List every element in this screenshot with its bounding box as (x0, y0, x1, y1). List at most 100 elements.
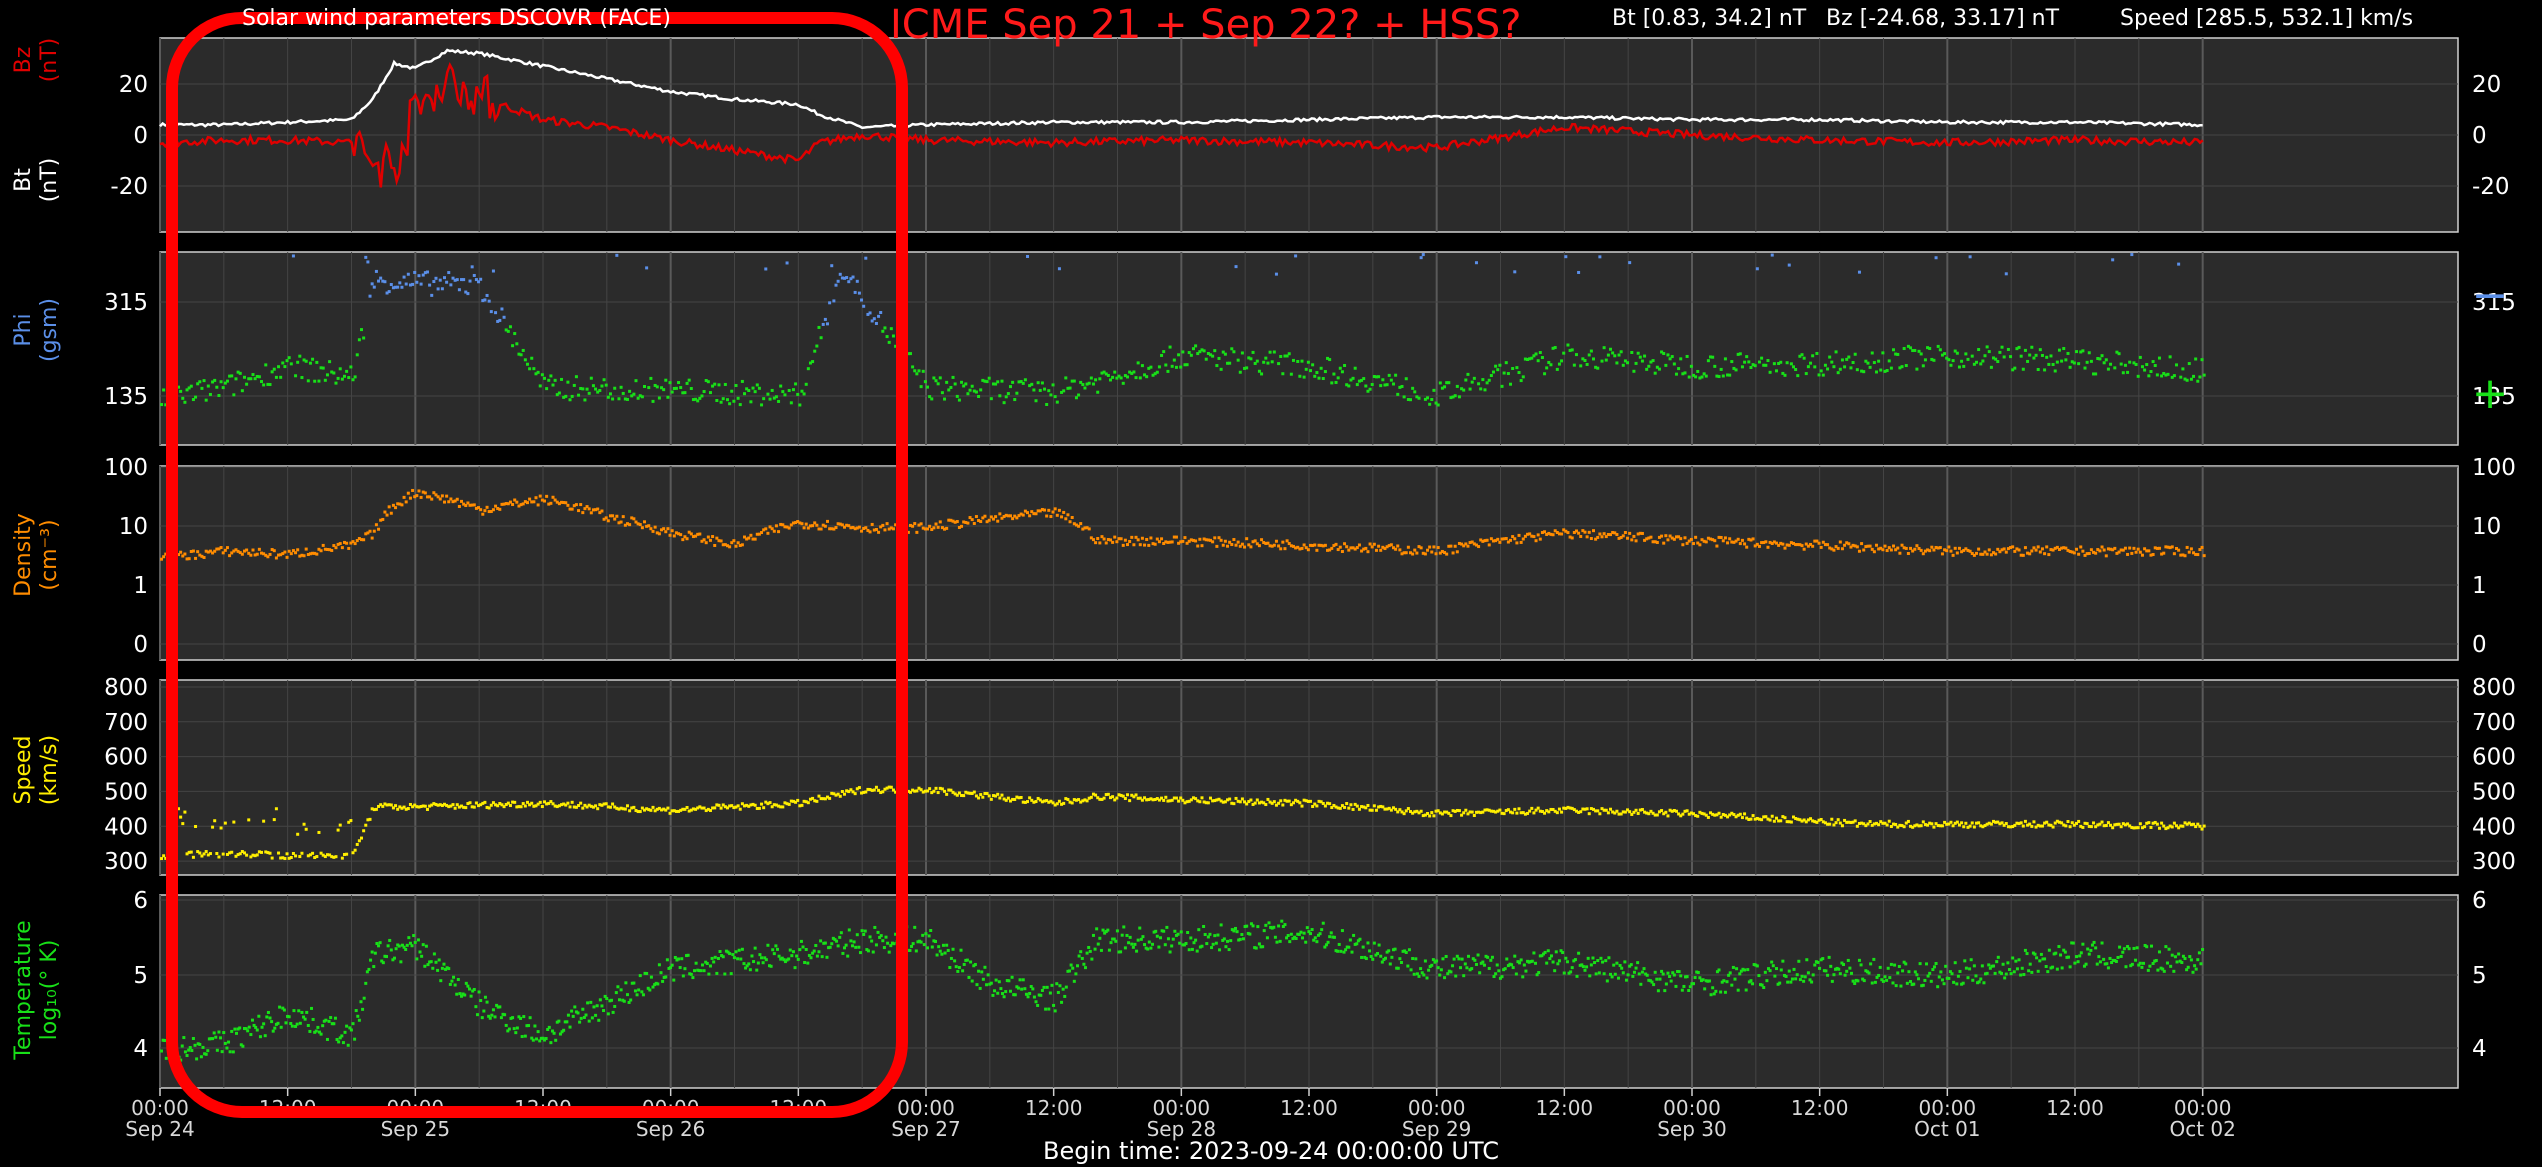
density-point (2136, 547, 2140, 551)
temperature-point (2172, 969, 2176, 973)
temperature-point (1921, 983, 1925, 987)
density-point (238, 551, 242, 555)
phi-point (2060, 359, 2064, 363)
phi-point (436, 287, 440, 291)
phi-point (2162, 371, 2166, 375)
density-point (989, 515, 993, 519)
density-point (1326, 548, 1330, 552)
phi-point (596, 390, 600, 394)
density-point (549, 501, 553, 505)
density-point (396, 502, 400, 506)
x-tick-time: 00:00 (2174, 1096, 2232, 1120)
speed-point (951, 790, 955, 794)
temperature-point (728, 952, 732, 956)
speed-point (1751, 814, 1755, 818)
phi-point (1619, 350, 1623, 354)
speed-point (851, 790, 855, 794)
phi-point (2023, 348, 2027, 352)
temperature-point (1725, 980, 1729, 984)
density-point (1683, 536, 1687, 540)
phi-point (1900, 365, 1904, 369)
density-point (1466, 544, 1470, 548)
temperature-point (1052, 1003, 1056, 1007)
density-point (242, 549, 246, 553)
temperature-point (1656, 989, 1660, 993)
density-point (1096, 537, 1100, 541)
speed-point (579, 801, 583, 805)
phi-point (1568, 348, 1572, 352)
density-point (1432, 545, 1436, 549)
temperature-point (1443, 976, 1447, 980)
phi-point (549, 374, 553, 378)
temperature-point (918, 939, 922, 943)
density-point (1145, 537, 1149, 541)
density-point (1957, 546, 1961, 550)
temperature-point (756, 961, 760, 965)
phi-point (1174, 365, 1178, 369)
density-point (625, 522, 629, 526)
density-point (187, 557, 191, 561)
speed-point (1896, 825, 1900, 829)
phi-legend-minus: − (2472, 270, 2509, 321)
temperature-point (450, 979, 454, 983)
temperature-point (1931, 968, 1935, 972)
speed-point (2013, 823, 2017, 827)
speed-point (1496, 809, 1500, 813)
phi-point (589, 376, 593, 380)
phi-point (1855, 368, 1859, 372)
phi-point (445, 280, 449, 284)
temperature-point (1077, 954, 1081, 958)
icme-highlight-box (166, 12, 908, 1118)
density-point (804, 522, 808, 526)
speed-point (1968, 824, 1972, 828)
phi-point (183, 400, 187, 404)
speed-point (2030, 824, 2034, 828)
speed-tick-left: 500 (104, 779, 148, 805)
phi-point (391, 286, 395, 290)
phi-point (1719, 367, 1723, 371)
speed-point (668, 811, 672, 815)
temperature-point (1451, 964, 1455, 968)
phi-point (683, 391, 687, 395)
density-point (1057, 508, 1061, 512)
phi-point (962, 384, 966, 388)
temperature-point (1591, 956, 1595, 960)
density-point (1723, 536, 1727, 540)
density-point (234, 548, 238, 552)
density-point (2130, 551, 2134, 555)
speed-point (462, 805, 466, 809)
speed-point (743, 804, 747, 808)
density-point (1477, 545, 1481, 549)
temperature-point (1361, 945, 1365, 949)
density-point (774, 524, 778, 528)
speed-point (1281, 803, 1285, 807)
phi-point (1840, 358, 1844, 362)
phi-point (1928, 347, 1932, 351)
phi-point (2087, 351, 2091, 355)
density-point (1036, 509, 1040, 513)
density-point (1174, 535, 1178, 539)
speed-point (1813, 820, 1817, 824)
density-point (1062, 510, 1066, 514)
density-point (1564, 529, 1568, 533)
temperature-point (1265, 936, 1269, 940)
phi-point (796, 392, 800, 396)
density-point (394, 506, 398, 510)
density-point (985, 520, 989, 524)
speed-point (696, 806, 700, 810)
speed-point (1262, 801, 1266, 805)
phi-point (1883, 369, 1887, 373)
temperature-point (1407, 948, 1411, 952)
density-point (1223, 539, 1227, 543)
phi-point (1517, 371, 1521, 375)
density-point (1555, 530, 1559, 534)
temperature-point (1492, 975, 1496, 979)
density-point (1011, 517, 1015, 521)
phi-point (1706, 359, 1710, 363)
temperature-point (300, 1010, 304, 1014)
phi-point (2081, 349, 2085, 353)
temperature-point (1267, 921, 1271, 925)
density-point (608, 514, 612, 518)
phi-point (462, 278, 466, 282)
phi-point (1013, 398, 1017, 402)
